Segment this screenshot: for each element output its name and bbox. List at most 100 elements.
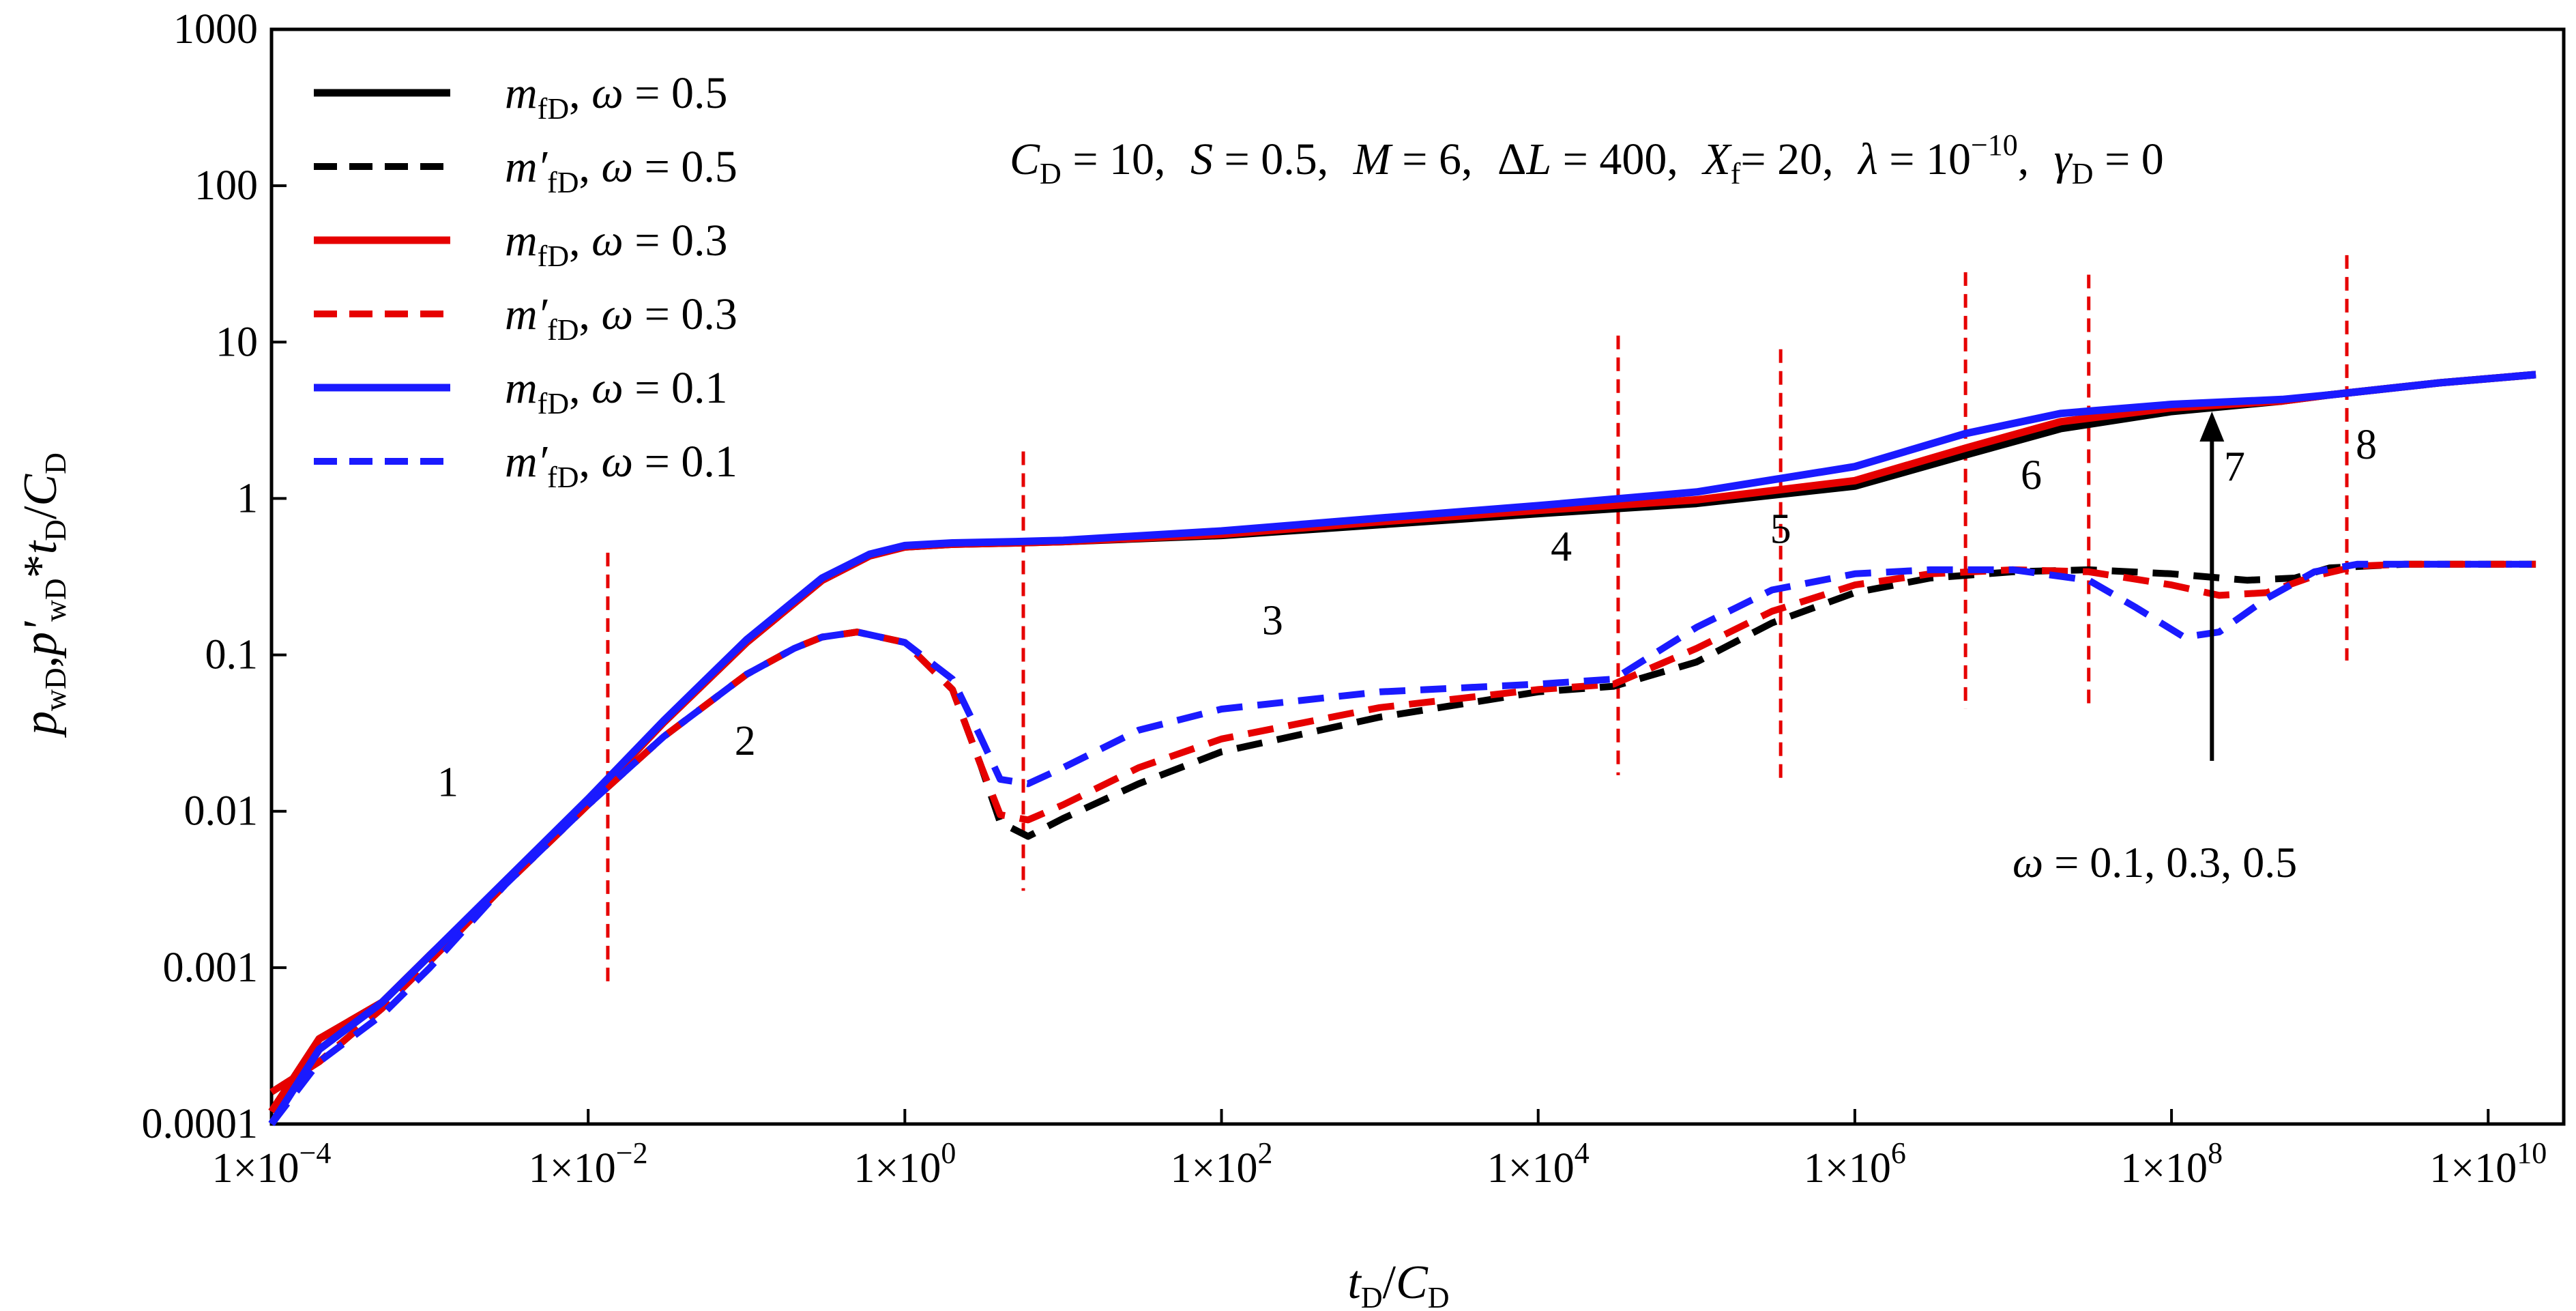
y-axis-title-sub2: wD xyxy=(39,578,72,622)
y-tick-label-0: 0.0001 xyxy=(142,1101,259,1147)
legend-label-sub-1: fD xyxy=(547,166,579,199)
y-axis-title-sub3: D xyxy=(39,519,72,541)
legend-label-m-3: m′ xyxy=(505,289,548,339)
x-tick-label-mantissa-0: 1×10 xyxy=(212,1145,299,1192)
y-axis-title-sub1: wD xyxy=(39,667,72,711)
region-label-2: 2 xyxy=(735,718,756,764)
legend-label-comma-2: , xyxy=(569,216,591,265)
param-cd-value: = 10, xyxy=(1062,134,1166,184)
region-label-6: 6 xyxy=(2021,452,2042,499)
param-cd-sub: D xyxy=(1040,157,1062,190)
region-label-5: 5 xyxy=(1770,506,1791,553)
y-axis-title-comma: , xyxy=(14,656,67,668)
legend-label-m-1: m′ xyxy=(505,142,548,192)
legend-label-0: mfD, ω = 0.5 xyxy=(505,68,727,126)
legend-label-sub-4: fD xyxy=(538,387,569,420)
axis-ticks: 1×10−4 1×10−2 1×100 1×102 1×104 1×106 1×108 1×1… xyxy=(142,6,2547,1192)
param-lambda-comma: , xyxy=(2018,134,2030,184)
param-m-symbol: M xyxy=(1353,134,1394,184)
legend-label-3: m′fD, ω = 0.3 xyxy=(505,289,737,347)
series-line-4 xyxy=(268,371,2536,1126)
x-tick-label-mantissa-6: 1×10 xyxy=(2120,1145,2208,1192)
x-tick-label-exp-1: −2 xyxy=(616,1136,648,1170)
x-tick-label-mantissa-4: 1×10 xyxy=(1487,1145,1575,1192)
series-line-1 xyxy=(269,560,2536,1095)
plot-frame xyxy=(269,27,2566,1126)
x-tick-label-exp-7: 10 xyxy=(2517,1136,2547,1170)
legend-label-omega-5: ω xyxy=(602,437,634,487)
omega-arrow xyxy=(2199,411,2225,761)
legend-label-1: m′fD, ω = 0.5 xyxy=(505,142,737,199)
x-tick-label-0: 1×10−4 xyxy=(212,1136,332,1192)
y-axis-title-t: t xyxy=(14,540,67,554)
legend-label-sub-0: fD xyxy=(538,92,569,126)
param-gamma-sub: D xyxy=(2072,157,2094,190)
legend-label-omega-4: ω xyxy=(591,363,624,413)
x-axis-title-sub2: D xyxy=(1428,1281,1450,1311)
legend-label-sub-5: fD xyxy=(547,461,579,494)
x-tick-label-5: 1×106 xyxy=(1804,1136,1906,1192)
region-label-4: 4 xyxy=(1551,524,1572,571)
legend-label-value-4: = 0.1 xyxy=(624,363,728,413)
series-line-5 xyxy=(269,560,2536,1127)
x-tick-label-mantissa-2: 1×10 xyxy=(853,1145,941,1192)
series-group xyxy=(268,371,2536,1127)
x-axis-title-t: t xyxy=(1347,1256,1362,1309)
x-tick-label-2: 1×100 xyxy=(853,1136,956,1192)
legend-label-comma-3: , xyxy=(579,289,602,339)
param-s-symbol: S xyxy=(1190,134,1213,184)
x-tick-label-7: 1×1010 xyxy=(2429,1136,2547,1192)
y-tick-label-5: 10 xyxy=(216,319,258,365)
param-lambda-exp: −10 xyxy=(1971,128,2018,162)
x-tick-label-exp-6: 8 xyxy=(2208,1136,2223,1170)
legend-label-comma-0: , xyxy=(569,68,591,118)
y-axis-title: pwD,p'wD*tD/CD xyxy=(14,452,72,738)
x-tick-label-6: 1×108 xyxy=(2120,1136,2223,1192)
x-tick-label-exp-0: −4 xyxy=(299,1136,332,1170)
x-tick-label-exp-2: 0 xyxy=(941,1136,956,1170)
param-delta-symbol: Δ xyxy=(1497,134,1526,184)
param-gamma-symbol: γ xyxy=(2054,134,2073,184)
param-cd-symbol: C xyxy=(1010,134,1040,184)
legend-label-value-2: = 0.3 xyxy=(624,216,728,265)
param-l-symbol: L xyxy=(1525,134,1551,184)
param-xf-sub: f xyxy=(1731,157,1741,190)
param-lambda-symbol: λ xyxy=(1857,134,1878,184)
x-tick-label-4: 1×104 xyxy=(1487,1136,1590,1192)
y-axis-title-star: * xyxy=(14,554,67,578)
legend-label-value-1: = 0.5 xyxy=(633,142,737,192)
plot-area-border xyxy=(269,27,2566,1126)
legend-label-m-4: m xyxy=(505,363,538,413)
y-tick-label-6: 100 xyxy=(194,162,258,209)
param-lambda-value: = 10 xyxy=(1878,134,1971,184)
x-tick-label-mantissa-7: 1×10 xyxy=(2429,1145,2517,1192)
y-axis-title-c: C xyxy=(14,474,67,506)
x-tick-label-exp-3: 2 xyxy=(1258,1136,1273,1170)
x-axis-title-sub1: D xyxy=(1361,1281,1383,1311)
legend-label-value-3: = 0.3 xyxy=(633,289,737,339)
legend-label-2: mfD, ω = 0.3 xyxy=(505,216,727,273)
x-tick-label-1: 1×10−2 xyxy=(529,1136,648,1192)
region-label-3: 3 xyxy=(1262,598,1283,644)
y-axis-title-slash: / xyxy=(14,506,67,519)
y-axis-title-sub4: D xyxy=(39,452,72,474)
y-axis-title-p2: p' xyxy=(14,621,67,659)
legend-label-m-0: m xyxy=(505,68,538,118)
x-tick-label-mantissa-3: 1×10 xyxy=(1171,1145,1258,1192)
x-tick-label-exp-5: 6 xyxy=(1891,1136,1906,1170)
x-axis-title-c: C xyxy=(1396,1256,1429,1309)
legend-label-m-5: m′ xyxy=(505,437,548,487)
legend-label-omega-1: ω xyxy=(602,142,634,192)
param-xf-value: = 20, xyxy=(1740,134,1833,184)
legend-label-sub-3: fD xyxy=(547,313,579,347)
region-label-7: 7 xyxy=(2224,444,2245,490)
y-axis-title-p1: p xyxy=(14,711,67,738)
series-line-3 xyxy=(269,560,2536,1095)
legend-label-omega-0: ω xyxy=(591,68,624,118)
legend-label-omega-3: ω xyxy=(602,289,634,339)
region-label-1: 1 xyxy=(437,760,458,806)
param-m-value: = 6, xyxy=(1391,134,1473,184)
x-tick-label-exp-4: 4 xyxy=(1575,1136,1590,1170)
region-boundaries xyxy=(606,255,2349,988)
region-labels: 1 2 3 4 5 6 7 8 xyxy=(437,422,2377,806)
